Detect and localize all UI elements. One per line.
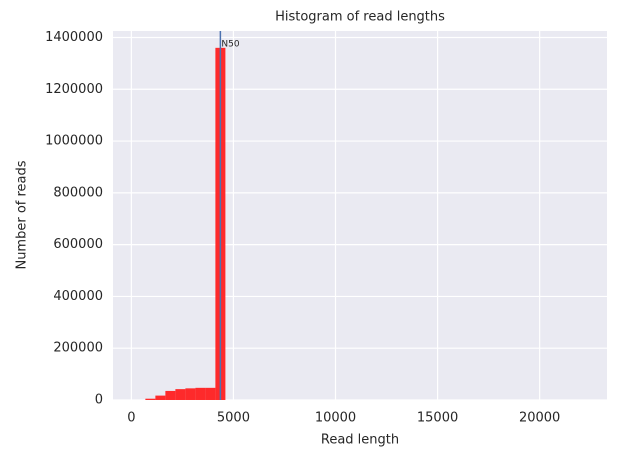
x-tick-label: 0: [127, 411, 135, 426]
y-tick-label: 800000: [53, 185, 103, 200]
y-tick-label: 200000: [53, 341, 103, 356]
x-tick-label: 20000: [519, 411, 560, 426]
bar: [205, 387, 216, 400]
y-axis-label: Number of reads: [15, 160, 30, 269]
y-tick-label: 1000000: [45, 134, 103, 149]
x-tick-label: 15000: [417, 411, 458, 426]
y-tick-label: 600000: [53, 237, 103, 252]
y-tick-label: 1400000: [45, 30, 103, 45]
bar: [165, 390, 176, 400]
y-tick-label: 400000: [53, 289, 103, 304]
n50-label: N50: [221, 40, 239, 50]
bar: [155, 395, 166, 400]
y-tick-label: 1200000: [45, 82, 103, 97]
bar: [195, 387, 206, 400]
x-tick-label: 5000: [217, 411, 250, 426]
bar: [185, 388, 196, 400]
x-axis-label: Read length: [321, 433, 399, 448]
chart-title: Histogram of read lengths: [275, 10, 445, 25]
bar: [145, 398, 156, 400]
x-tick-label: 10000: [315, 411, 356, 426]
plot-area: [113, 31, 607, 400]
y-tick-label: 0: [95, 393, 103, 408]
bar: [175, 389, 186, 400]
